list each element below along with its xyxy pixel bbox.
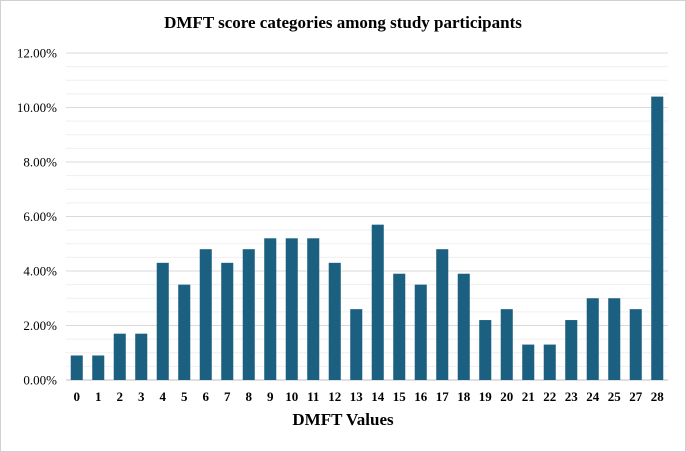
x-tick-label: 0 bbox=[74, 389, 81, 404]
bar bbox=[285, 238, 298, 380]
bar bbox=[479, 320, 492, 380]
bar bbox=[328, 262, 341, 380]
bar bbox=[70, 355, 83, 380]
x-tick-label: 15 bbox=[393, 389, 407, 404]
bar bbox=[543, 344, 556, 380]
bars bbox=[70, 96, 664, 380]
bar bbox=[651, 96, 664, 380]
x-tick-label: 11 bbox=[307, 389, 319, 404]
bar bbox=[393, 273, 406, 380]
bar bbox=[135, 333, 148, 380]
y-tick-label: 0.00% bbox=[23, 373, 57, 388]
bar bbox=[565, 320, 578, 380]
x-tick-label: 25 bbox=[608, 389, 622, 404]
x-tick-label: 9 bbox=[267, 389, 274, 404]
x-tick-label: 10 bbox=[285, 389, 298, 404]
y-tick-label: 12.00% bbox=[17, 46, 57, 61]
bar bbox=[586, 298, 599, 380]
bar bbox=[92, 355, 105, 380]
x-tick-label: 18 bbox=[457, 389, 471, 404]
bar bbox=[500, 309, 513, 380]
chart-title: DMFT score categories among study partic… bbox=[164, 13, 522, 32]
x-tick-label: 22 bbox=[543, 389, 556, 404]
x-tick-label: 13 bbox=[350, 389, 364, 404]
bar bbox=[371, 224, 384, 380]
x-tick-label: 19 bbox=[479, 389, 493, 404]
gridlines bbox=[66, 52, 668, 381]
bar bbox=[414, 284, 427, 380]
bar bbox=[436, 249, 449, 380]
bar bbox=[264, 238, 277, 380]
bar bbox=[242, 249, 255, 380]
x-axis-label: DMFT Values bbox=[292, 410, 394, 429]
x-tick-label: 7 bbox=[224, 389, 231, 404]
y-tick-label: 2.00% bbox=[23, 318, 57, 333]
bar bbox=[178, 284, 191, 380]
y-axis-ticks: 0.00% 2.00% 4.00% 6.00% 8.00% 10.00% 12.00% bbox=[17, 46, 57, 388]
x-tick-label: 24 bbox=[586, 389, 600, 404]
bar bbox=[221, 262, 234, 380]
x-tick-label: 23 bbox=[565, 389, 579, 404]
y-tick-label: 8.00% bbox=[23, 155, 57, 170]
x-tick-label: 14 bbox=[371, 389, 385, 404]
y-tick-label: 4.00% bbox=[23, 264, 57, 279]
bar bbox=[156, 262, 169, 380]
x-tick-label: 12 bbox=[328, 389, 341, 404]
x-tick-label: 20 bbox=[500, 389, 513, 404]
x-tick-label: 6 bbox=[203, 389, 210, 404]
bar bbox=[608, 298, 621, 380]
y-tick-label: 10.00% bbox=[17, 100, 57, 115]
bar bbox=[350, 309, 363, 380]
x-axis-ticks: 0 1 2 3 4 5 6 7 8 9 10 11 12 13 14 15 16 17 18 19 20 21 22 23 24… bbox=[74, 389, 665, 404]
x-tick-label: 3 bbox=[138, 389, 145, 404]
x-tick-label: 5 bbox=[181, 389, 188, 404]
bar bbox=[522, 344, 535, 380]
bar bbox=[199, 249, 212, 380]
x-tick-label: 27 bbox=[629, 389, 643, 404]
bar bbox=[457, 273, 470, 380]
x-tick-label: 21 bbox=[522, 389, 535, 404]
bar bbox=[629, 309, 642, 380]
y-tick-label: 6.00% bbox=[23, 209, 57, 224]
x-tick-label: 28 bbox=[651, 389, 665, 404]
x-tick-label: 17 bbox=[436, 389, 450, 404]
x-tick-label: 8 bbox=[246, 389, 253, 404]
x-tick-label: 2 bbox=[117, 389, 124, 404]
bar bbox=[307, 238, 320, 380]
x-tick-label: 4 bbox=[160, 389, 167, 404]
x-tick-label: 16 bbox=[414, 389, 428, 404]
bar bbox=[113, 333, 126, 380]
x-tick-label: 1 bbox=[95, 389, 102, 404]
